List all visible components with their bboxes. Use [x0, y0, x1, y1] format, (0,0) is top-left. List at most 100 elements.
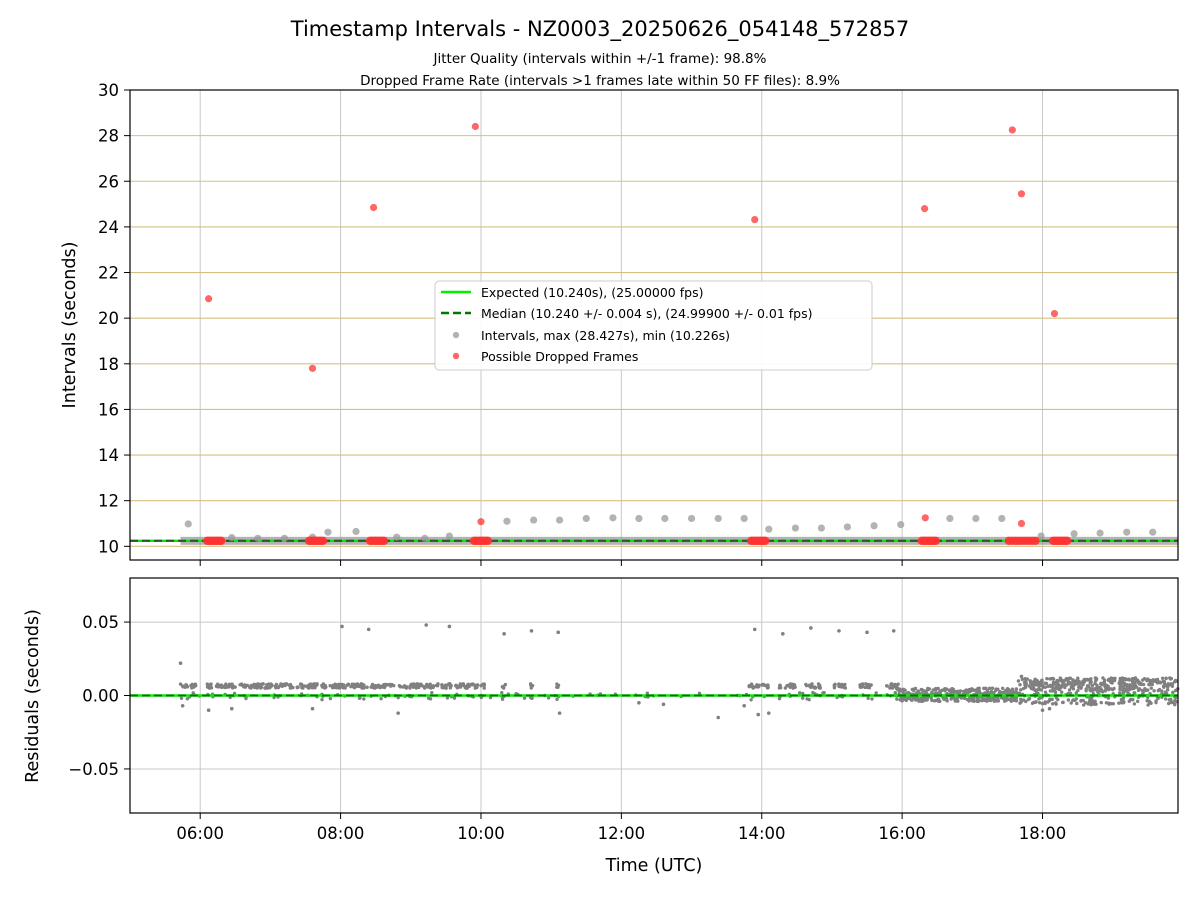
residual-point — [1156, 679, 1160, 684]
interval-point — [445, 532, 453, 540]
residual-point — [859, 685, 863, 689]
residual-point — [747, 684, 751, 688]
residual-point — [893, 690, 897, 695]
residual-point — [867, 686, 872, 690]
residual-point — [522, 696, 527, 700]
residual-point — [441, 686, 445, 690]
residual-point — [1121, 691, 1125, 695]
interval-point — [817, 524, 826, 532]
residual-point — [1128, 683, 1132, 687]
interval-point — [228, 534, 236, 542]
intervals-y-tick-label: 14 — [98, 446, 119, 465]
interval-point — [972, 514, 980, 523]
residual-point — [914, 698, 918, 702]
intervals-y-tick-label: 30 — [98, 81, 119, 100]
residual-point — [885, 684, 889, 688]
residual-point — [224, 685, 229, 689]
residual-point — [1118, 680, 1122, 684]
residual-point — [362, 697, 366, 701]
residual-point — [1009, 699, 1014, 703]
interval-point — [661, 514, 669, 523]
residual-outlier — [637, 701, 641, 705]
residual-point — [1067, 676, 1071, 681]
residual-point — [1162, 685, 1166, 689]
residual-point — [919, 696, 923, 701]
residual-point — [1143, 686, 1147, 691]
residual-point — [321, 682, 326, 686]
x-tick-label: 12:00 — [598, 824, 646, 843]
residual-point — [910, 698, 914, 702]
residual-outlier — [178, 661, 183, 665]
residual-point — [1098, 685, 1102, 690]
residual-point — [1077, 684, 1082, 688]
intervals-y-ticks: 10 12 14 16 18 20 22 24 26 28 30 — [98, 81, 130, 556]
residual-point — [396, 695, 400, 700]
residual-point — [1079, 681, 1084, 685]
residual-point — [1173, 698, 1177, 703]
residual-point — [1147, 678, 1152, 683]
residual-point — [277, 684, 282, 688]
residual-point — [1071, 687, 1076, 691]
residual-point — [976, 686, 980, 691]
legend-expected-label: Expected (10.240s), (25.00000 fps) — [481, 285, 703, 300]
residual-point — [1172, 680, 1177, 684]
residual-point — [1000, 686, 1005, 690]
residual-point — [1073, 698, 1077, 702]
residual-point — [1165, 688, 1170, 692]
legend-intervals-marker — [452, 331, 460, 339]
residual-point — [1106, 684, 1110, 689]
interval-point — [254, 534, 262, 542]
residual-outlier — [340, 624, 344, 629]
residual-outlier — [1040, 708, 1045, 712]
residual-point — [1126, 688, 1130, 692]
residual-point — [840, 685, 845, 689]
residual-point — [1109, 702, 1113, 706]
residual-point — [999, 696, 1004, 700]
residual-point — [900, 688, 905, 692]
residual-point — [269, 682, 273, 686]
residual-point — [812, 685, 817, 689]
residual-point — [943, 697, 948, 701]
residual-point — [1165, 685, 1170, 689]
residual-point — [1067, 688, 1072, 692]
intervals-points — [184, 514, 1157, 542]
residual-point — [924, 698, 928, 702]
residual-point — [1130, 680, 1135, 684]
residual-point — [341, 685, 345, 690]
intervals-y-tick-label: 24 — [98, 218, 119, 237]
residual-point — [987, 686, 992, 691]
residual-point — [1113, 676, 1117, 681]
residual-point — [530, 683, 535, 688]
residual-point — [1061, 700, 1065, 705]
residual-point — [1045, 676, 1049, 681]
residual-point — [295, 685, 299, 690]
legend-dropped-label: Possible Dropped Frames — [481, 349, 638, 364]
residual-point — [1033, 700, 1038, 704]
residual-point — [994, 687, 998, 691]
residual-point — [1014, 687, 1019, 691]
residual-point — [1137, 680, 1141, 684]
residual-point — [750, 684, 754, 688]
residual-point — [1019, 688, 1023, 692]
residual-point — [1118, 676, 1122, 681]
residual-point — [310, 685, 314, 690]
residual-outlier — [424, 623, 429, 627]
residual-point — [1094, 688, 1098, 692]
residual-point — [1019, 697, 1023, 702]
residual-point — [1018, 701, 1022, 705]
residual-point — [898, 698, 903, 702]
residual-point — [697, 691, 702, 696]
residual-point — [461, 682, 466, 686]
residual-point — [1133, 676, 1138, 680]
residual-point — [458, 682, 463, 686]
residual-point — [338, 685, 342, 689]
residual-point — [1145, 678, 1149, 683]
residual-point — [328, 683, 332, 688]
residual-point — [428, 682, 432, 686]
residual-point — [233, 685, 237, 689]
residual-point — [860, 682, 865, 686]
residual-point — [988, 696, 993, 700]
residual-point — [1135, 699, 1140, 704]
residual-point — [1031, 685, 1035, 690]
residual-outlier — [742, 703, 746, 708]
